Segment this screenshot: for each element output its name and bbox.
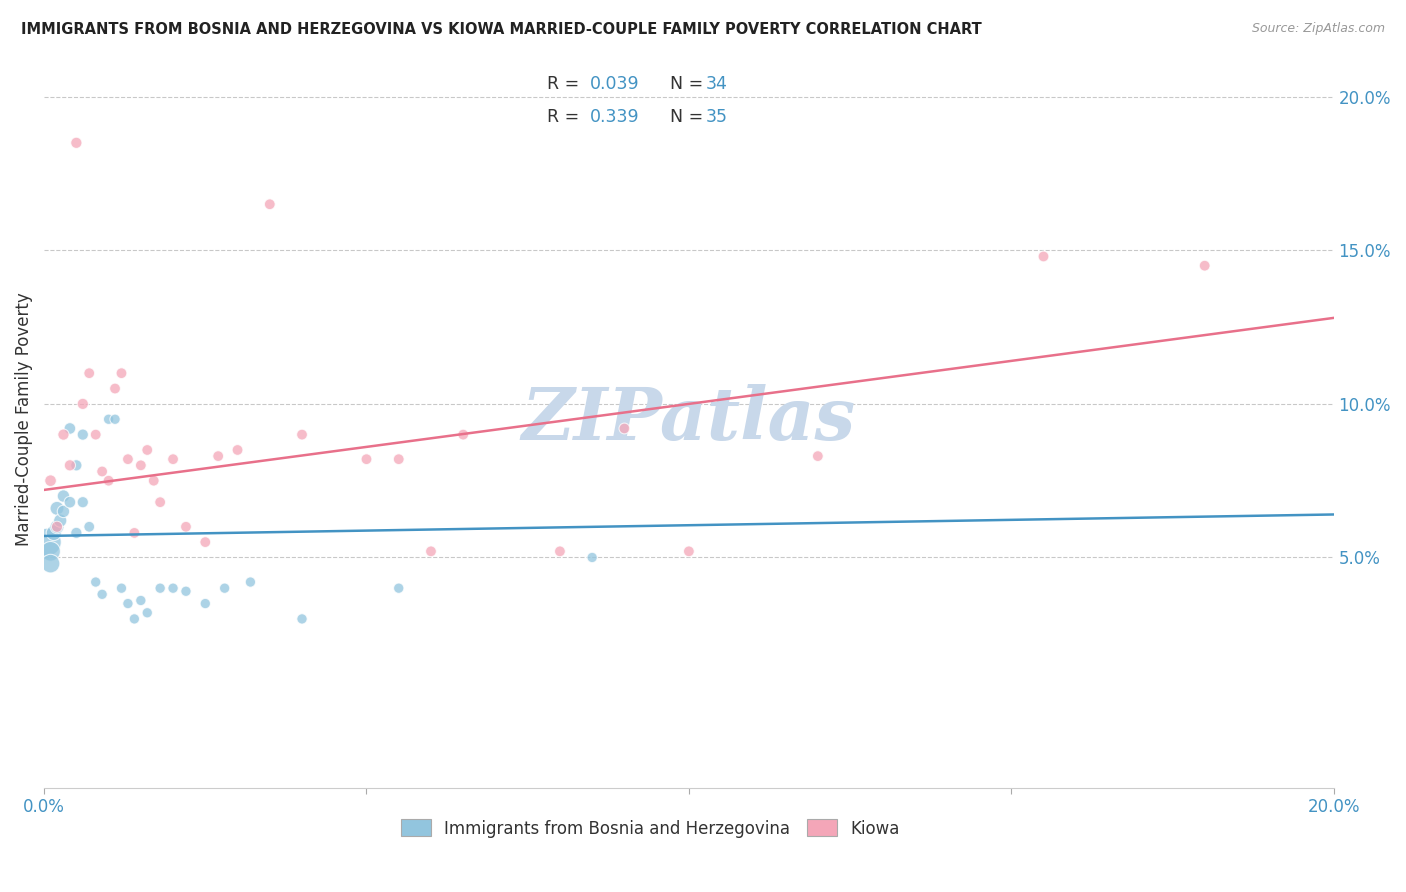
Point: [97, 474, 120, 488]
Point: [59, 458, 82, 473]
Point: [136, 442, 159, 457]
Point: [1194, 259, 1216, 273]
Point: [46, 520, 69, 534]
Point: [807, 449, 830, 463]
Point: [613, 421, 636, 435]
Point: [104, 412, 127, 426]
Point: [59, 421, 82, 435]
Point: [72, 427, 94, 442]
Point: [356, 452, 378, 467]
Y-axis label: Married-Couple Family Poverty: Married-Couple Family Poverty: [15, 293, 32, 546]
Point: [52, 504, 75, 518]
Point: [91, 465, 114, 479]
Point: [124, 525, 146, 540]
Text: ZIPatlas: ZIPatlas: [522, 384, 856, 455]
Point: [239, 575, 262, 590]
Point: [162, 452, 184, 467]
Point: [52, 489, 75, 503]
Point: [59, 495, 82, 509]
Point: [124, 612, 146, 626]
Legend: Immigrants from Bosnia and Herzegovina, Kiowa: Immigrants from Bosnia and Herzegovina, …: [392, 811, 908, 846]
Point: [110, 581, 132, 595]
Point: [77, 520, 100, 534]
Point: [388, 452, 411, 467]
Point: [259, 197, 281, 211]
Point: [49, 514, 72, 528]
Point: [117, 452, 139, 467]
Text: Source: ZipAtlas.com: Source: ZipAtlas.com: [1251, 22, 1385, 36]
Point: [581, 550, 603, 565]
Point: [194, 597, 217, 611]
Point: [72, 495, 94, 509]
Point: [451, 427, 474, 442]
Point: [72, 397, 94, 411]
Point: [174, 584, 197, 599]
Point: [174, 520, 197, 534]
Point: [420, 544, 443, 558]
Point: [678, 544, 700, 558]
Point: [97, 412, 120, 426]
Point: [65, 458, 87, 473]
Text: R =: R =: [547, 108, 585, 126]
Point: [84, 427, 107, 442]
Point: [46, 520, 69, 534]
Point: [162, 581, 184, 595]
Point: [91, 587, 114, 601]
Point: [37, 535, 59, 549]
Point: [84, 575, 107, 590]
Text: IMMIGRANTS FROM BOSNIA AND HERZEGOVINA VS KIOWA MARRIED-COUPLE FAMILY POVERTY CO: IMMIGRANTS FROM BOSNIA AND HERZEGOVINA V…: [21, 22, 981, 37]
Point: [142, 474, 165, 488]
Point: [39, 557, 62, 571]
Point: [39, 474, 62, 488]
Point: [226, 442, 249, 457]
Point: [42, 525, 65, 540]
Point: [104, 382, 127, 396]
Point: [46, 501, 69, 516]
Point: [291, 612, 314, 626]
Point: [1032, 250, 1054, 264]
Point: [194, 535, 217, 549]
Point: [117, 597, 139, 611]
Point: [110, 366, 132, 380]
Point: [52, 427, 75, 442]
Point: [39, 544, 62, 558]
Text: N =: N =: [669, 108, 709, 126]
Text: 34: 34: [706, 75, 727, 93]
Point: [149, 581, 172, 595]
Text: 0.039: 0.039: [589, 75, 640, 93]
Point: [388, 581, 411, 595]
Point: [548, 544, 571, 558]
Point: [207, 449, 229, 463]
Text: R =: R =: [547, 75, 585, 93]
Text: N =: N =: [669, 75, 709, 93]
Text: 35: 35: [706, 108, 728, 126]
Text: 0.339: 0.339: [589, 108, 640, 126]
Point: [65, 136, 87, 150]
Point: [149, 495, 172, 509]
Point: [291, 427, 314, 442]
Point: [65, 525, 87, 540]
Point: [136, 606, 159, 620]
Point: [129, 458, 152, 473]
Point: [129, 593, 152, 607]
Point: [214, 581, 236, 595]
Point: [77, 366, 100, 380]
